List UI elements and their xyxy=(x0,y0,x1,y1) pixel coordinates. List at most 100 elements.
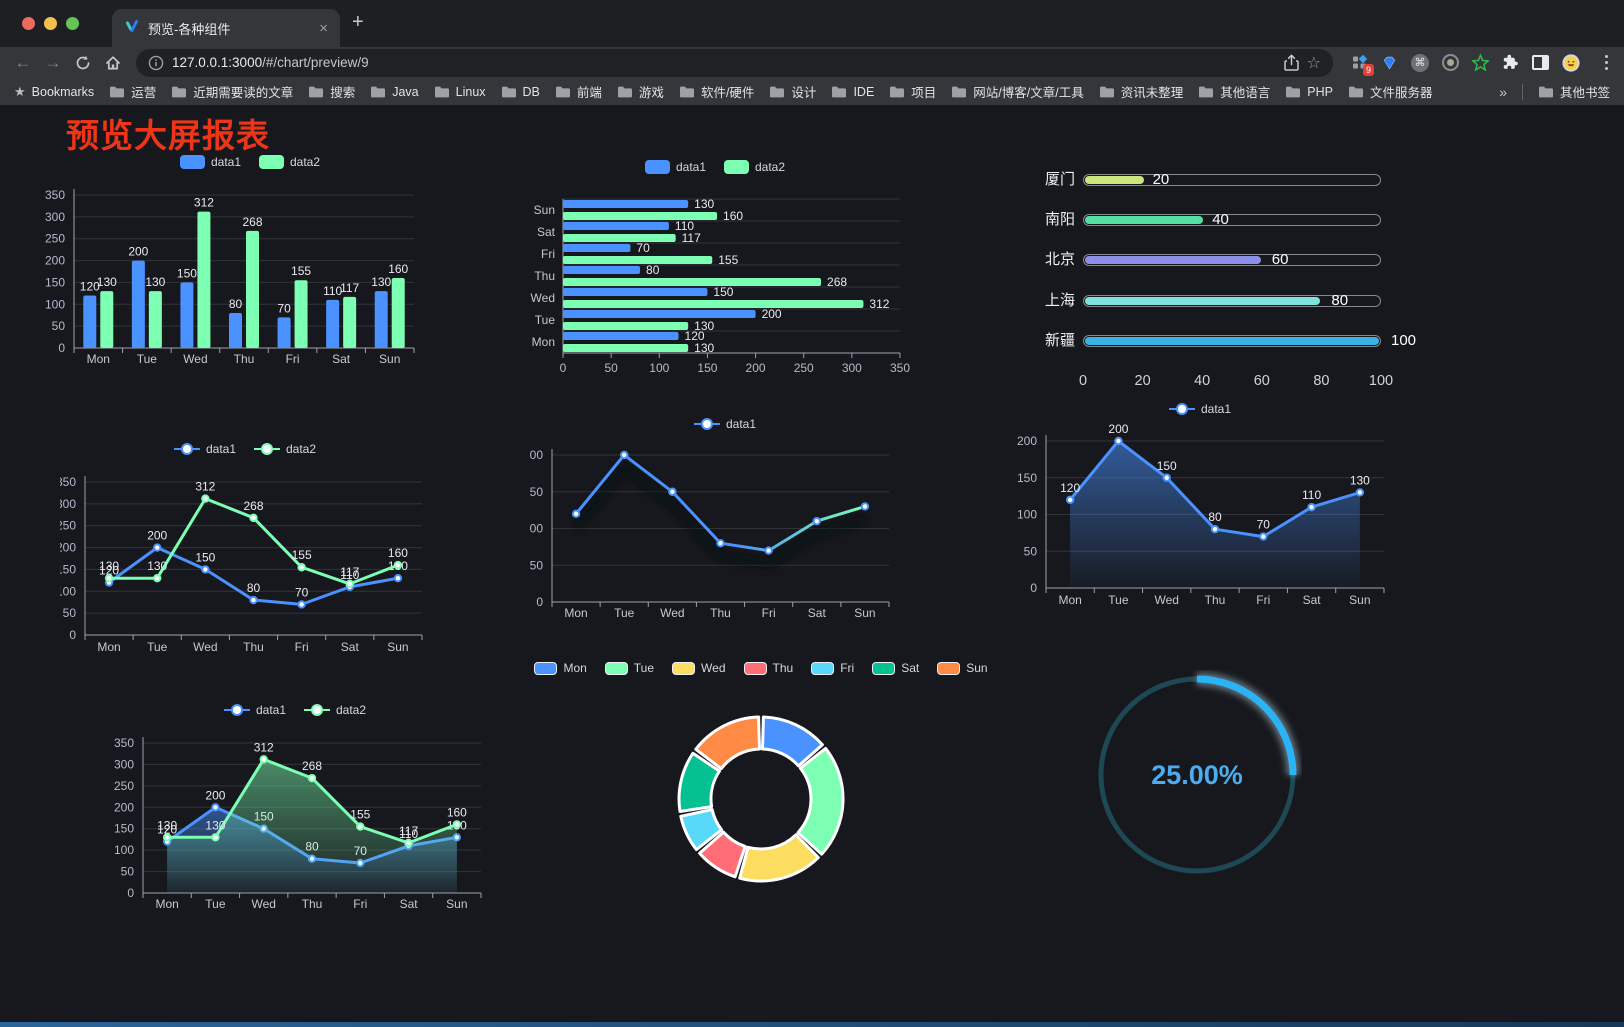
tab-close-button[interactable]: × xyxy=(319,19,328,37)
svg-text:Fri: Fri xyxy=(353,897,367,911)
svg-text:250: 250 xyxy=(794,361,814,375)
extension-gem-icon[interactable] xyxy=(1381,54,1398,71)
bookmark-folder[interactable]: 项目 xyxy=(889,82,936,101)
progress-value: 40 xyxy=(1212,211,1229,228)
legend-item-data1[interactable]: data1 xyxy=(693,417,756,431)
url-text[interactable]: 127.0.0.1:3000/#/chart/preview/9 xyxy=(172,55,369,70)
legend-item-Sun[interactable]: Sun xyxy=(937,661,988,675)
chart-area-two-series[interactable]: data1 data2 0 50 100 150 200 250 300 350 Mon Tue Wed… xyxy=(95,700,495,930)
donut-canvas[interactable] xyxy=(671,709,851,889)
bookmark-folder[interactable]: 搜索 xyxy=(308,82,355,101)
extension-reader-icon[interactable] xyxy=(1532,55,1549,70)
legend-item-Wed[interactable]: Wed xyxy=(672,661,726,675)
bookmark-folder[interactable]: 软件/硬件 xyxy=(679,82,754,101)
svg-text:Thu: Thu xyxy=(534,269,555,283)
legend-item-data2[interactable]: data2 xyxy=(304,703,366,717)
bookmark-folder[interactable]: Java xyxy=(370,85,419,99)
chart-line-gradient[interactable]: data1 0 50 100 150 200 Mon Tue Wed Thu Fri Sat Sun xyxy=(530,415,920,640)
forward-button[interactable]: → xyxy=(44,52,62,72)
bookmark-folder[interactable]: 游戏 xyxy=(617,82,664,101)
bookmark-folder[interactable]: IDE xyxy=(831,85,874,99)
legend-item-data1[interactable]: data1 xyxy=(179,155,241,169)
legend-item-data1[interactable]: data1 xyxy=(173,442,236,456)
svg-text:150: 150 xyxy=(697,361,717,375)
bookmarks-root[interactable]: ★ Bookmarks xyxy=(14,83,95,99)
svg-text:Sat: Sat xyxy=(341,640,360,654)
bookmark-star-icon[interactable]: ☆ xyxy=(1306,54,1321,72)
site-info-icon[interactable] xyxy=(148,55,164,71)
new-tab-button[interactable]: + xyxy=(352,11,364,33)
back-button[interactable]: ← xyxy=(14,52,32,72)
chart-grouped-hbar[interactable]: data1 data2 0 50 100 150 200 250 300 350 Sun 130 160… xyxy=(505,156,925,396)
bookmark-folder[interactable]: 资讯未整理 xyxy=(1099,82,1183,101)
chart-area-single[interactable]: data1 0 50 100 150 200 Mon Tue Wed Thu Fri Sat Sun 12… xyxy=(1000,400,1400,625)
svg-text:Sat: Sat xyxy=(808,606,827,620)
legend-item-Mon[interactable]: Mon xyxy=(534,661,587,675)
line-two-canvas[interactable]: 0 50 100 150 200 250 300 350 Mon Tue Wed Thu Fri Sat S… xyxy=(60,463,430,673)
other-bookmarks[interactable]: 其他书签 xyxy=(1538,82,1610,101)
chart-gauge[interactable]: 25.00% xyxy=(1092,670,1302,880)
menu-kebab-icon[interactable] xyxy=(1598,55,1614,70)
legend-item-Fri[interactable]: Fri xyxy=(811,661,854,675)
gauge-canvas[interactable]: 25.00% xyxy=(1092,670,1302,880)
extension-command-icon[interactable]: ⌘ xyxy=(1411,53,1429,72)
close-window-button[interactable] xyxy=(22,17,35,30)
minimize-window-button[interactable] xyxy=(44,17,57,30)
svg-text:130: 130 xyxy=(99,559,119,573)
svg-text:Wed: Wed xyxy=(1154,593,1178,607)
legend-swatch xyxy=(672,661,696,675)
legend-item-data2[interactable]: data2 xyxy=(254,442,316,456)
svg-text:117: 117 xyxy=(399,824,418,838)
chart-line-two-series[interactable]: data1 data2 0 50 100 150 200 250 300 350 Mon Tue Wed… xyxy=(60,440,430,675)
area-two-canvas[interactable]: 0 50 100 150 200 250 300 350 Mon Tue Wed Thu Fri Sat S… xyxy=(95,725,495,928)
grouped-bar-canvas[interactable]: 0 50 100 150 200 250 300 350 Mon Tue Wed Thu Fri Sat S… xyxy=(40,180,460,388)
svg-text:130: 130 xyxy=(694,341,714,355)
chart-progress-bars[interactable]: 厦门 20 南阳 40 北京 60 上海 80 新疆 100 0 20 40 60 80 100 xyxy=(1000,160,1420,410)
bookmark-folder[interactable]: Linux xyxy=(434,85,486,99)
home-button[interactable] xyxy=(100,54,126,72)
address-bar[interactable]: 127.0.0.1:3000/#/chart/preview/9 ☆ xyxy=(136,48,1333,77)
extension-puzzle-icon[interactable] xyxy=(1502,54,1519,71)
active-tab[interactable]: 预览-各种组件 × xyxy=(112,9,340,47)
legend-swatch xyxy=(173,443,200,455)
svg-text:350: 350 xyxy=(114,736,134,750)
area-one-canvas[interactable]: 0 50 100 150 200 Mon Tue Wed Thu Fri Sat Sun 120 200 1… xyxy=(1000,421,1400,619)
chart-donut[interactable]: Mon Tue Wed Thu Fri Sat Sun xyxy=(534,659,988,899)
legend-item-Thu[interactable]: Thu xyxy=(743,661,793,675)
legend-item-Tue[interactable]: Tue xyxy=(604,661,654,675)
extension-green-star-icon[interactable] xyxy=(1472,54,1489,71)
legend-item-data2[interactable]: data2 xyxy=(724,160,785,174)
bookmark-folder[interactable]: 近期需要读的文章 xyxy=(171,82,293,101)
bookmark-folder[interactable]: DB xyxy=(501,85,540,99)
extension-emoji-icon[interactable] xyxy=(1562,53,1580,72)
folder-icon xyxy=(501,86,516,97)
bookmark-folder[interactable]: 设计 xyxy=(769,82,816,101)
bookmarks-overflow-chevron[interactable]: » xyxy=(1499,83,1507,100)
line-gradient-canvas[interactable]: 0 50 100 150 200 Mon Tue Wed Thu Fri Sat Sun xyxy=(530,441,920,633)
extension-dot-icon[interactable] xyxy=(1442,54,1459,71)
svg-text:200: 200 xyxy=(114,800,134,814)
share-icon[interactable] xyxy=(1283,54,1299,71)
folder-icon xyxy=(679,86,694,97)
bookmark-folder[interactable]: 网站/博客/文章/工具 xyxy=(951,82,1084,101)
extension-grid-icon[interactable]: 9 xyxy=(1351,54,1374,76)
svg-text:150: 150 xyxy=(713,285,733,299)
bookmark-folder[interactable]: 前端 xyxy=(555,82,602,101)
legend-item-Sat[interactable]: Sat xyxy=(872,661,919,675)
zoom-window-button[interactable] xyxy=(66,17,79,30)
bookmark-folder[interactable]: PHP xyxy=(1285,85,1333,99)
legend-item-data1[interactable]: data1 xyxy=(644,160,706,174)
bookmark-folder[interactable]: 运营 xyxy=(109,82,156,101)
bookmark-folder[interactable]: 其他语言 xyxy=(1198,82,1270,101)
legend-item-data2[interactable]: data2 xyxy=(259,155,320,169)
legend-item-data1[interactable]: data1 xyxy=(223,703,286,717)
svg-text:200: 200 xyxy=(60,541,76,555)
tab-favicon-icon xyxy=(124,18,140,39)
legend-item-data1[interactable]: data1 xyxy=(1168,402,1231,416)
reload-button[interactable] xyxy=(70,54,96,72)
folder-icon xyxy=(1099,86,1114,97)
chart-grouped-bar[interactable]: data1 data2 0 50 100 150 200 250 300 350 Mon Tue Wed… xyxy=(40,153,460,393)
bookmark-folder[interactable]: 文件服务器 xyxy=(1348,82,1432,101)
folder-icon xyxy=(309,86,324,97)
